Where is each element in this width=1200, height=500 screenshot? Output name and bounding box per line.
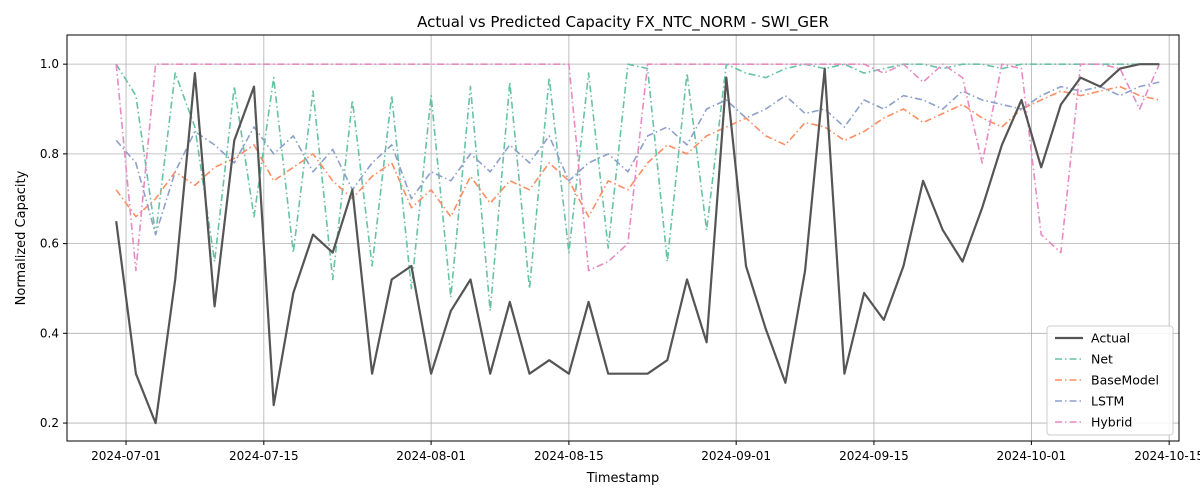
x-tick-label: 2024-10-01 bbox=[997, 449, 1067, 463]
legend-entry: Net bbox=[1091, 352, 1113, 367]
x-tick-label: 2024-08-15 bbox=[534, 449, 604, 463]
y-tick-label: 0.2 bbox=[40, 416, 59, 430]
y-tick-label: 0.6 bbox=[40, 237, 59, 251]
y-tick-label: 0.4 bbox=[40, 326, 59, 340]
series-line-hybrid bbox=[115, 63, 1161, 272]
x-axis: 2024-07-01 2024-07-15 2024-08-01 2024-08-15… bbox=[91, 441, 1200, 463]
x-tick-label: 2024-08-01 bbox=[396, 449, 466, 463]
x-axis-label: Timestamp bbox=[586, 471, 660, 486]
x-tick-label: 2024-10-15 bbox=[1134, 449, 1200, 463]
x-tick-label: 2024-09-15 bbox=[839, 449, 909, 463]
legend-entry: BaseModel bbox=[1091, 373, 1159, 388]
x-tick-label: 2024-09-01 bbox=[701, 449, 771, 463]
series-line-actual bbox=[115, 63, 1160, 425]
series-line-basemodel bbox=[115, 85, 1160, 218]
plot-frame bbox=[66, 34, 1180, 442]
legend-entry: LSTM bbox=[1091, 394, 1124, 409]
x-tick-label: 2024-07-01 bbox=[91, 449, 161, 463]
legend-box bbox=[1046, 325, 1174, 436]
series-line-net bbox=[115, 63, 1160, 312]
legend-entry: Actual bbox=[1091, 331, 1130, 346]
legend: Actual Net BaseModel LSTM Hybrid bbox=[1046, 325, 1174, 436]
series-line-lstm bbox=[115, 81, 1160, 236]
grid bbox=[67, 35, 1179, 441]
series-layer bbox=[115, 63, 1161, 425]
legend-entry: Hybrid bbox=[1091, 415, 1132, 430]
y-axis-label: Normalized Capacity bbox=[14, 170, 29, 305]
chart-title: Actual vs Predicted Capacity FX_NTC_NORM… bbox=[417, 13, 829, 32]
y-tick-label: 0.8 bbox=[40, 147, 59, 161]
y-tick-label: 1.0 bbox=[40, 57, 59, 71]
y-axis: 0.2 0.4 0.6 0.8 1.0 bbox=[40, 57, 67, 430]
x-tick-label: 2024-07-15 bbox=[229, 449, 299, 463]
